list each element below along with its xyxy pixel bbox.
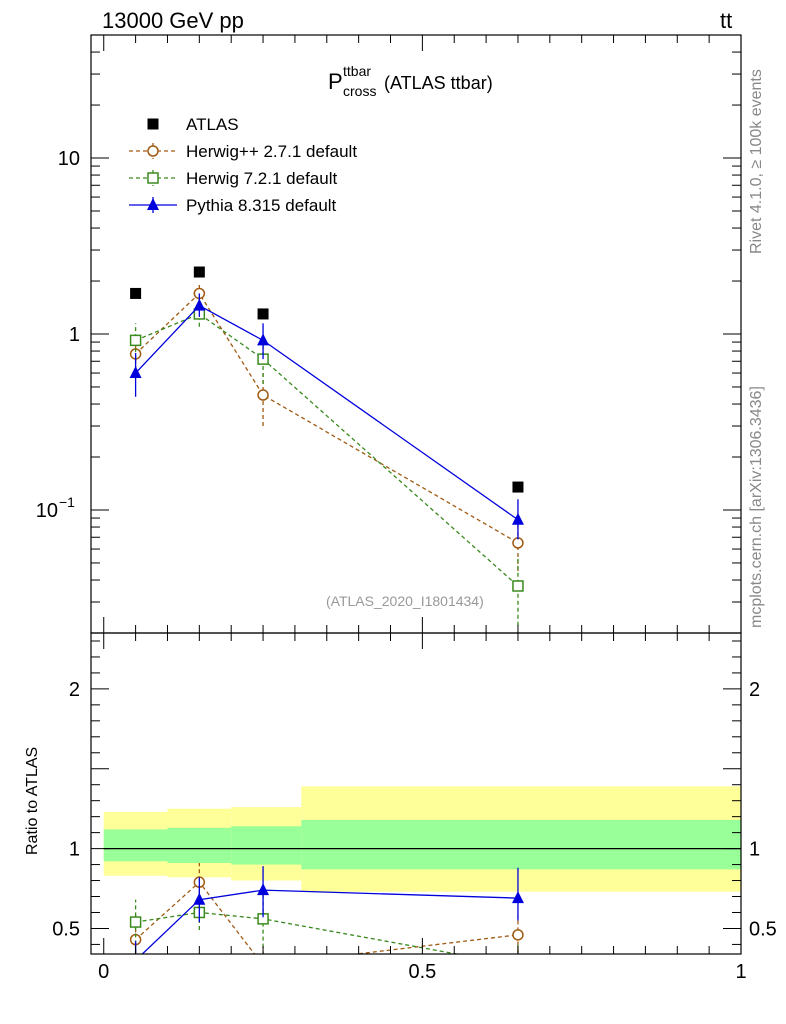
- ratio-y-tick-label-left: 1: [69, 839, 80, 861]
- ratio-data-point: [511, 891, 524, 904]
- x-tick-label: 1: [735, 961, 746, 983]
- main-data-point: [512, 481, 524, 493]
- legend-marker: [147, 172, 159, 184]
- main-data-point: [257, 333, 270, 346]
- main-data-point: [130, 287, 142, 299]
- main-series-line: [135, 313, 519, 587]
- ratio-y-tick-label-right: 2: [749, 679, 760, 701]
- main-data-point: [193, 266, 205, 278]
- main-y-tick-label-exponent: −1: [59, 494, 75, 510]
- process-label-base: tt: [720, 8, 732, 33]
- ratio-y-tick-label-left: 0.5: [52, 918, 80, 940]
- ratio-y-tick-label-right: 0.5: [749, 918, 777, 940]
- main-series-2: [129, 300, 524, 626]
- main-series-line: [135, 292, 519, 544]
- legend-label: Herwig++ 2.7.1 default: [186, 142, 357, 161]
- legend-label: Herwig 7.2.1 default: [186, 169, 337, 188]
- legend-marker: [147, 145, 159, 157]
- ratio-inner-band: [167, 827, 232, 863]
- legend-entry: Herwig++ 2.7.1 default: [129, 142, 357, 161]
- main-data-point: [257, 308, 269, 320]
- analysis-tag: (ATLAS_2020_I1801434): [326, 593, 484, 609]
- ratio-series-1: [129, 890, 523, 970]
- plot-title-superscript: ttbar: [343, 63, 371, 79]
- main-y-tick-label-base: 10: [36, 500, 58, 522]
- rivet-version-label: Rivet 4.1.0, ≥ 100k events: [748, 69, 765, 254]
- main-data-point: [129, 366, 142, 379]
- plot-title-base: P: [328, 69, 343, 94]
- main-y-tick-label: 1: [69, 324, 80, 346]
- x-tick-label: 0: [98, 961, 109, 983]
- process-label: tt: [720, 8, 732, 33]
- main-data-point: [512, 580, 524, 592]
- ratio-data-point: [193, 892, 206, 905]
- main-series-line: [135, 304, 519, 521]
- ratio-y-tick-label-left: 2: [69, 679, 80, 701]
- mcplots-label: mcplots.cern.ch [arXiv:1306.3436]: [748, 386, 765, 628]
- main-series-3: [129, 293, 524, 540]
- legend-label: ATLAS: [186, 115, 239, 134]
- ratio-panel-frame: [90, 632, 742, 955]
- ratio-inner-band: [231, 826, 302, 865]
- legend-entry: Pythia 8.315 default: [129, 196, 337, 215]
- legend-label: Pythia 8.315 default: [186, 196, 337, 215]
- main-data-point: [129, 334, 142, 347]
- plot-title-subscript: cross: [343, 83, 376, 99]
- ratio-y-axis-label: Ratio to ATLAS: [24, 747, 41, 855]
- ratio-series-line: [141, 889, 518, 954]
- ratio-data-point: [129, 916, 142, 928]
- ratio-y-tick-label-right: 1: [749, 839, 760, 861]
- ratio-series-line: [135, 911, 461, 954]
- ratio-data-point: [257, 883, 270, 896]
- collision-energy-label: 13000 GeV pp: [102, 8, 244, 33]
- x-tick-label: 0.5: [408, 961, 436, 983]
- plot-title: P: [328, 69, 343, 94]
- ratio-inner-band: [103, 829, 168, 862]
- main-plot-area: [129, 266, 524, 626]
- main-series-0: [130, 266, 524, 493]
- ratio-data-point: [258, 960, 268, 970]
- ratio-inner-band: [301, 819, 741, 870]
- legend-entry: ATLAS: [147, 115, 239, 134]
- ratio-data-point: [513, 960, 523, 970]
- process-label-bar: ¯: [728, 0, 740, 16]
- ratio-uncertainty-bands: [103, 786, 741, 892]
- main-data-point: [511, 512, 524, 525]
- ratio-data-point: [512, 929, 524, 941]
- legend-entry: Herwig 7.2.1 default: [129, 169, 337, 188]
- plot-title-rest: (ATLAS ttbar): [384, 73, 493, 93]
- main-data-point: [193, 298, 206, 311]
- legend: ATLAS Herwig++ 2.7.1 default Herwig 7.2.1 …: [129, 115, 357, 215]
- legend-marker: [147, 198, 159, 210]
- legend-marker: [147, 118, 159, 130]
- main-y-tick-label: 10: [58, 148, 80, 170]
- main-data-point: [257, 389, 269, 401]
- ratio-data-point: [135, 953, 136, 954]
- main-series-1: [129, 282, 524, 572]
